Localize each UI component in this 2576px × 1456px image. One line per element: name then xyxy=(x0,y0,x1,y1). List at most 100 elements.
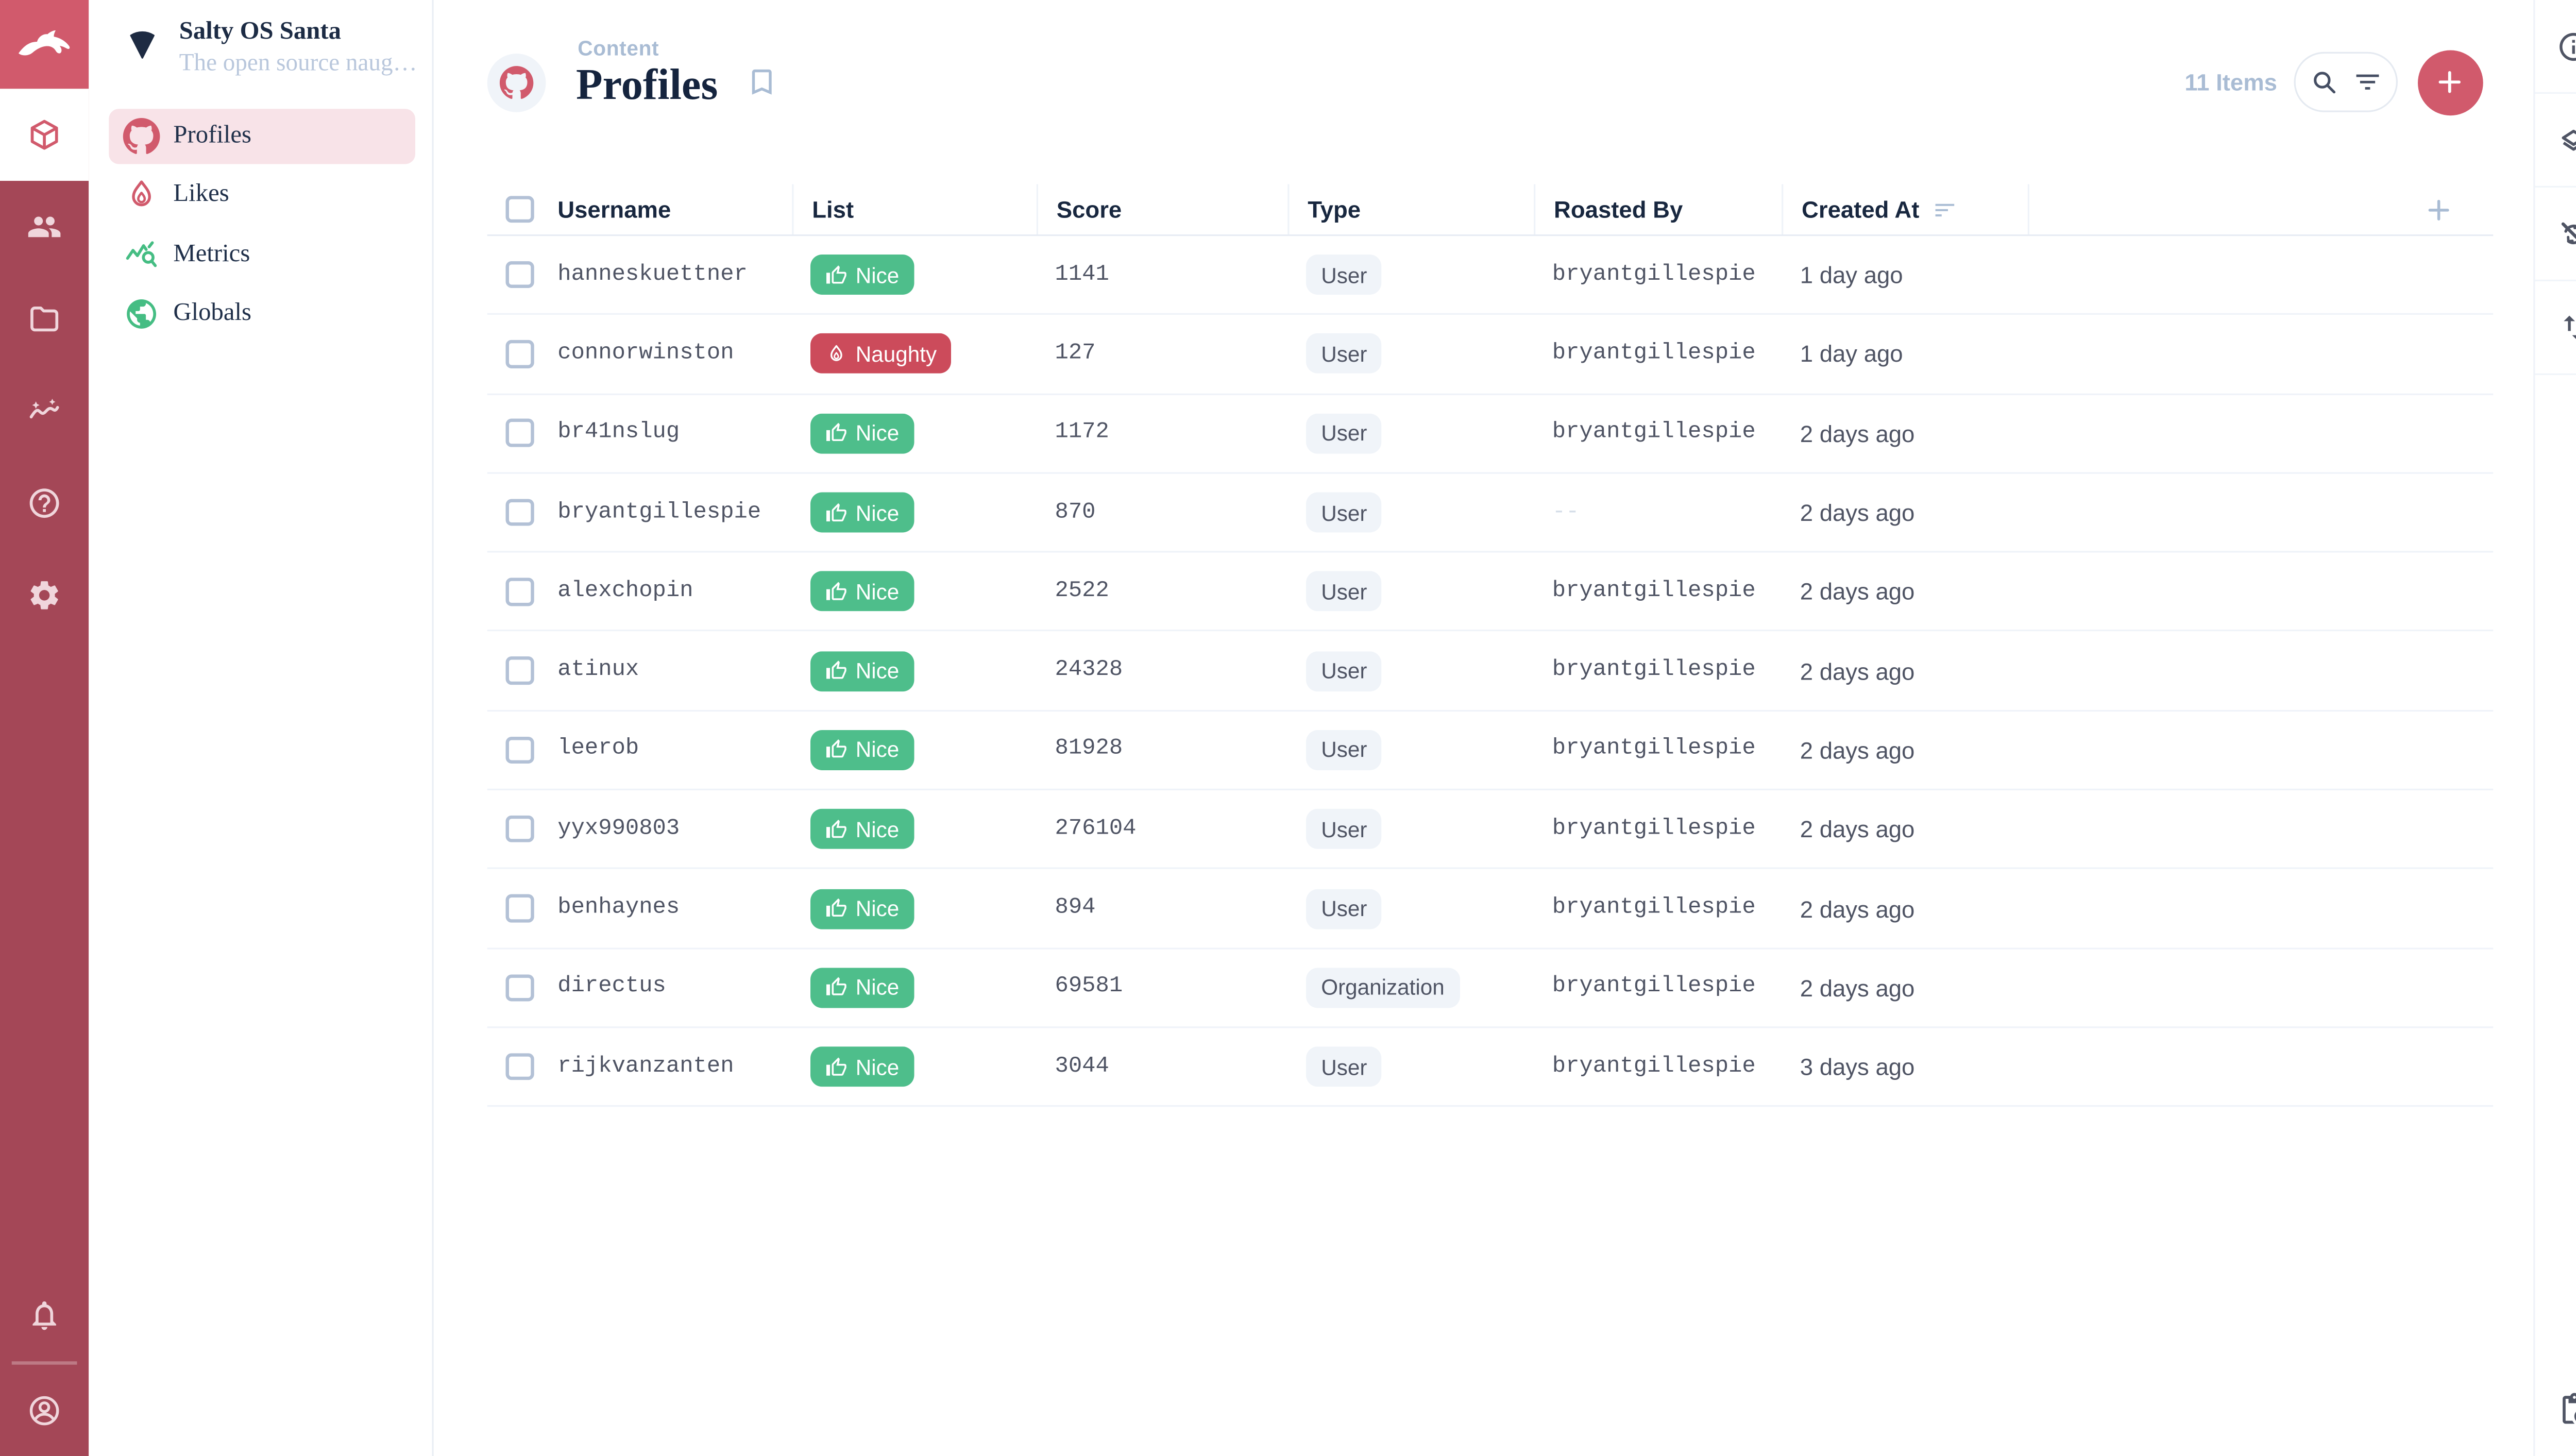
column-header-roasted-by[interactable]: Roasted By xyxy=(1534,184,1782,234)
row-checkbox[interactable] xyxy=(505,974,534,1002)
row-checkbox[interactable] xyxy=(505,894,534,922)
badge-label: Naughty xyxy=(855,341,937,367)
column-header-label: Username xyxy=(557,196,671,223)
column-header-type[interactable]: Type xyxy=(1287,184,1534,234)
cell-roasted-by: bryantgillespie xyxy=(1534,737,1782,763)
column-header-label: Created At xyxy=(1802,196,1920,223)
sort-icon[interactable] xyxy=(1933,197,1958,222)
row-checkbox[interactable] xyxy=(505,1053,534,1081)
table-row[interactable]: br41nslug Nice 1172 User bryantgillespie 2 da… xyxy=(486,394,2494,474)
filter-icon[interactable] xyxy=(2352,67,2383,97)
row-spacer xyxy=(2027,315,2493,393)
badge-label: Nice xyxy=(855,975,900,1001)
module-content-button[interactable] xyxy=(0,89,89,181)
navigation-sidebar: Salty OS Santa The open source naug… Pro… xyxy=(89,0,433,1456)
row-checkbox[interactable] xyxy=(505,419,534,447)
row-checkbox[interactable] xyxy=(505,340,534,368)
account-button[interactable] xyxy=(0,1364,89,1456)
project-descriptor: The open source naug… xyxy=(179,50,417,77)
cell-username: bryantgillespie xyxy=(557,500,761,525)
row-checkbox[interactable] xyxy=(505,657,534,685)
select-all-checkbox[interactable] xyxy=(505,195,534,224)
module-users-button[interactable] xyxy=(0,181,89,273)
import-export-button[interactable] xyxy=(2535,281,2576,375)
add-column-button[interactable] xyxy=(2425,195,2453,224)
flame-icon xyxy=(825,343,847,365)
sidebar-item-profiles[interactable]: Profiles xyxy=(108,109,415,164)
layers-button[interactable] xyxy=(2535,94,2576,188)
app-logo-button[interactable] xyxy=(0,0,89,89)
row-checkbox[interactable] xyxy=(505,261,534,289)
null-value: -- xyxy=(1552,500,1580,525)
users-icon xyxy=(27,209,62,244)
thumb-up-icon xyxy=(825,264,847,285)
cell-list: Nice xyxy=(792,651,1037,691)
column-header-list[interactable]: List xyxy=(792,184,1037,234)
row-select-cell xyxy=(486,894,539,922)
notifications-button[interactable] xyxy=(0,1268,89,1361)
row-select-cell xyxy=(486,1053,539,1081)
thumb-up-icon xyxy=(825,422,847,444)
table-row[interactable]: hanneskuettner Nice 1141 User bryantgillespi… xyxy=(486,236,2494,315)
type-badge: User xyxy=(1306,651,1382,691)
table-row[interactable]: alexchopin Nice 2522 User bryantgillespie 2 d… xyxy=(486,553,2494,632)
column-header-username[interactable]: Username xyxy=(539,184,792,235)
project-info[interactable]: Salty OS Santa The open source naug… xyxy=(89,17,431,94)
sidebar-item-likes[interactable]: Likes xyxy=(108,168,415,223)
roasted-by-value: bryantgillespie xyxy=(1552,341,1756,367)
module-files-button[interactable] xyxy=(0,273,89,365)
row-select-cell xyxy=(486,657,539,685)
table-row[interactable]: directus Nice 69581 Organization bryantgille… xyxy=(486,949,2494,1028)
cell-score: 69581 xyxy=(1055,975,1123,1001)
thumb-up-icon xyxy=(825,501,847,523)
breadcrumb[interactable]: Content xyxy=(578,37,659,61)
table-row[interactable]: leerob Nice 81928 User bryantgillespie 2 days… xyxy=(486,711,2494,791)
cell-created-at: 2 days ago xyxy=(1800,895,1915,922)
table-row[interactable]: atinux Nice 24328 User bryantgillespie 2 days… xyxy=(486,632,2494,712)
row-select-cell xyxy=(486,261,539,289)
column-header-created-at[interactable]: Created At xyxy=(1782,184,2027,234)
row-checkbox[interactable] xyxy=(505,815,534,843)
nice-badge: Nice xyxy=(810,809,914,850)
type-badge: User xyxy=(1306,413,1382,453)
row-checkbox[interactable] xyxy=(505,736,534,764)
table-row[interactable]: yyx990803 Nice 276104 User bryantgillespie 2 … xyxy=(486,790,2494,870)
roasted-by-value: bryantgillespie xyxy=(1552,579,1756,604)
cell-type: User xyxy=(1287,651,1534,691)
nice-badge: Nice xyxy=(810,413,914,453)
module-settings-button[interactable] xyxy=(0,549,89,641)
thumb-up-icon xyxy=(825,739,847,761)
add-item-button[interactable] xyxy=(2417,49,2483,115)
sidebar-item-globals[interactable]: Globals xyxy=(108,286,415,342)
cell-username: hanneskuettner xyxy=(557,262,748,287)
roasted-by-value: bryantgillespie xyxy=(1552,737,1756,763)
row-spacer xyxy=(2027,553,2493,630)
info-button[interactable] xyxy=(2535,0,2576,94)
column-header-score[interactable]: Score xyxy=(1036,184,1288,234)
module-bar-bottom xyxy=(0,1268,89,1456)
row-spacer xyxy=(2027,473,2493,551)
bookmark-icon[interactable] xyxy=(744,65,778,99)
roasted-by-value: bryantgillespie xyxy=(1552,420,1756,446)
table-row[interactable]: bryantgillespie Nice 870 User -- 2 days ago xyxy=(486,473,2494,553)
cell-type: User xyxy=(1287,334,1534,375)
row-select-cell xyxy=(486,340,539,368)
table-row[interactable]: benhaynes Nice 894 User bryantgillespie 2 day… xyxy=(486,869,2494,949)
row-checkbox[interactable] xyxy=(505,578,534,606)
module-docs-button[interactable] xyxy=(0,457,89,549)
row-checkbox[interactable] xyxy=(505,498,534,527)
cell-created-at: 2 days ago xyxy=(1800,657,1915,685)
search-filter-pill xyxy=(2294,52,2398,112)
search-icon[interactable] xyxy=(2309,67,2340,97)
table-row[interactable]: connorwinston Naughty 127 User bryantgillesp… xyxy=(486,315,2494,395)
module-insights-button[interactable] xyxy=(0,365,89,458)
cell-list: Naughty xyxy=(792,334,1037,375)
bell-icon xyxy=(27,1297,62,1332)
table-row[interactable]: rijkvanzanten Nice 3044 User bryantgillespie… xyxy=(486,1028,2494,1108)
pending-actions-button[interactable] xyxy=(2535,1362,2576,1456)
cell-username: directus xyxy=(557,975,666,1001)
query-stats-icon xyxy=(122,236,160,275)
sidebar-item-metrics[interactable]: Metrics xyxy=(108,227,415,282)
cell-roasted-by: bryantgillespie xyxy=(1534,1054,1782,1079)
sync-disabled-button[interactable] xyxy=(2535,188,2576,281)
